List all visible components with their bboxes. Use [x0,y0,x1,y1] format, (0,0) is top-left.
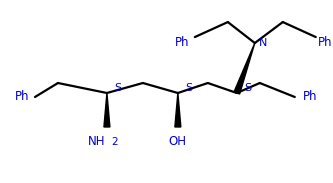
Text: Ph: Ph [317,36,332,48]
Text: NH: NH [88,135,105,148]
Text: OH: OH [169,135,187,148]
Text: 2: 2 [111,137,118,147]
Text: Ph: Ph [302,91,317,104]
Text: S: S [114,83,122,93]
Text: Ph: Ph [174,36,189,48]
Text: N: N [259,38,267,48]
Polygon shape [234,43,255,94]
Text: S: S [244,83,251,93]
Text: Ph: Ph [15,91,29,104]
Polygon shape [175,93,181,127]
Polygon shape [104,93,110,127]
Text: S: S [185,83,192,93]
